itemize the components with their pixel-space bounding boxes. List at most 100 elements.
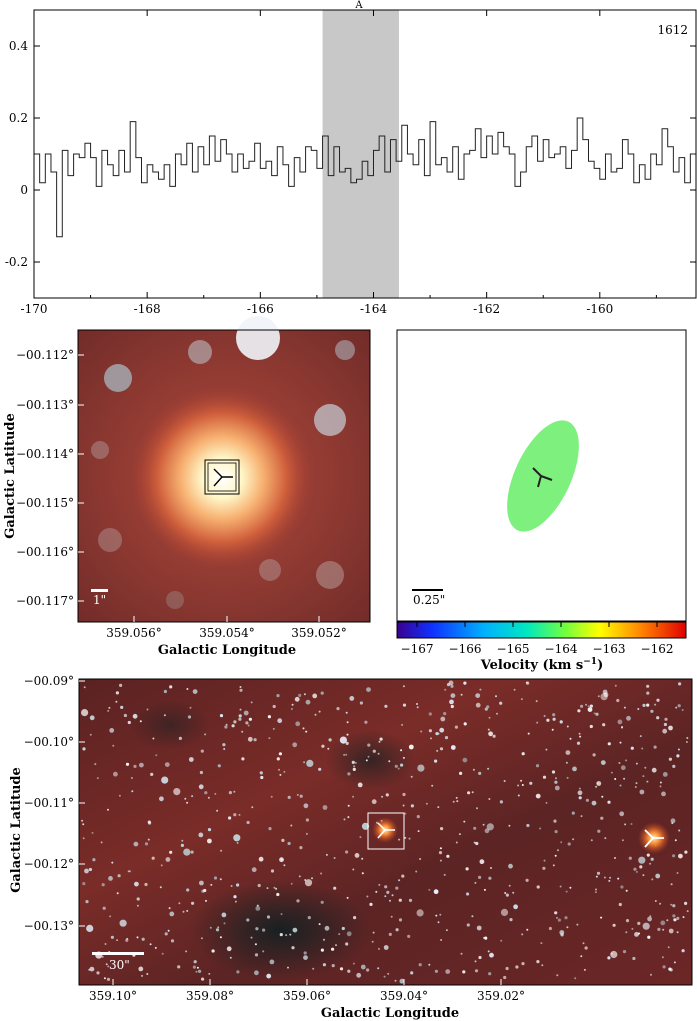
wide-star — [352, 767, 356, 772]
wide-star — [127, 720, 131, 725]
wide-star — [385, 793, 389, 797]
wide-star — [369, 902, 373, 907]
wide-star — [644, 766, 647, 769]
wide-star — [560, 841, 563, 844]
wide-star — [132, 713, 138, 719]
wide-star — [198, 969, 202, 973]
wide-star — [402, 792, 406, 797]
wide-star — [306, 759, 314, 768]
wide-star — [372, 749, 376, 753]
wide-star — [656, 716, 660, 720]
wide-star — [600, 816, 604, 820]
wide-star — [578, 787, 581, 790]
wide-star — [638, 932, 640, 935]
wide-star — [587, 705, 590, 708]
wide-star — [650, 973, 652, 976]
wide-star — [487, 767, 490, 770]
wide-star — [349, 696, 355, 701]
wide-star — [318, 767, 322, 771]
wide-star — [623, 777, 626, 780]
wide-star — [651, 767, 657, 773]
wide-star — [596, 781, 602, 786]
wide-star — [490, 867, 492, 869]
wide-star — [475, 693, 481, 698]
wide-star — [346, 896, 349, 899]
wide-star — [437, 806, 440, 809]
wide-star — [204, 791, 208, 795]
wide-star — [548, 926, 553, 931]
wide-star — [607, 800, 611, 804]
wide-star — [144, 842, 149, 846]
wide-star — [496, 712, 498, 715]
wide-star — [682, 916, 685, 919]
wide-star — [450, 693, 456, 698]
wide-star — [216, 809, 219, 812]
wide-star — [126, 937, 129, 940]
wide-star — [445, 969, 451, 974]
wide-star — [215, 928, 220, 932]
wide-star — [399, 978, 405, 984]
wide-star — [662, 728, 668, 734]
wide-star — [228, 816, 232, 820]
wide-star — [226, 946, 232, 952]
wide-star — [141, 937, 145, 941]
wide-star — [476, 925, 482, 931]
wide-star — [621, 726, 624, 728]
wide-star — [579, 735, 582, 738]
wide-star — [123, 713, 127, 718]
wide-star — [383, 975, 386, 978]
wide-star — [435, 732, 439, 736]
wide-star — [254, 943, 257, 946]
wide-star — [357, 782, 363, 788]
wide-star — [569, 737, 572, 740]
wide-star — [394, 979, 397, 982]
wide-star — [391, 894, 394, 897]
wide-star — [276, 892, 280, 897]
wide-star — [440, 827, 444, 831]
wide-star — [146, 708, 149, 711]
wide-star — [192, 965, 196, 969]
wide-star — [646, 703, 650, 707]
wide-star — [607, 956, 611, 960]
spectrum-panel: A -170 -168 -166 -164 -162 -160 -0.2 0 0.2 0.4 16… — [5, 0, 697, 316]
wide-star — [320, 900, 324, 904]
wide-star — [639, 735, 642, 738]
wide-source-marker-icon — [377, 822, 395, 839]
wide-star — [384, 895, 387, 898]
velocity-scale-bar — [412, 589, 443, 591]
wide-star — [478, 875, 482, 880]
colorbar-tick-label: −167 — [401, 642, 434, 656]
zoom-source-marker-icon — [213, 468, 233, 487]
spectrum-shaded-band — [322, 10, 399, 298]
wide-star — [619, 811, 625, 817]
wide-star — [372, 931, 375, 934]
wide-star — [521, 784, 524, 786]
wide-star — [103, 977, 106, 980]
wide-star — [94, 763, 97, 766]
wide-star — [353, 916, 357, 920]
wide-star — [384, 885, 388, 889]
wide-star — [390, 915, 393, 918]
wide-star — [328, 738, 332, 742]
wide-star — [439, 859, 442, 862]
wide-star — [668, 928, 674, 934]
wide-star — [292, 742, 298, 748]
wide-star — [186, 888, 190, 892]
wide-star — [483, 936, 485, 939]
wide-star — [345, 850, 349, 854]
wide-star — [450, 684, 454, 688]
wide-star — [535, 793, 541, 799]
wide-star — [163, 689, 167, 694]
wide-star — [272, 704, 276, 709]
wide-star — [521, 933, 524, 936]
wide-star — [105, 963, 108, 966]
wide-star — [478, 771, 482, 776]
wide-star — [662, 965, 666, 969]
wide-star — [508, 884, 511, 887]
wide-star — [456, 800, 459, 803]
wide-star — [398, 898, 402, 902]
wide-star — [684, 901, 688, 906]
wide-star — [125, 762, 130, 766]
wide-star — [625, 889, 628, 892]
wide-star — [238, 714, 242, 718]
